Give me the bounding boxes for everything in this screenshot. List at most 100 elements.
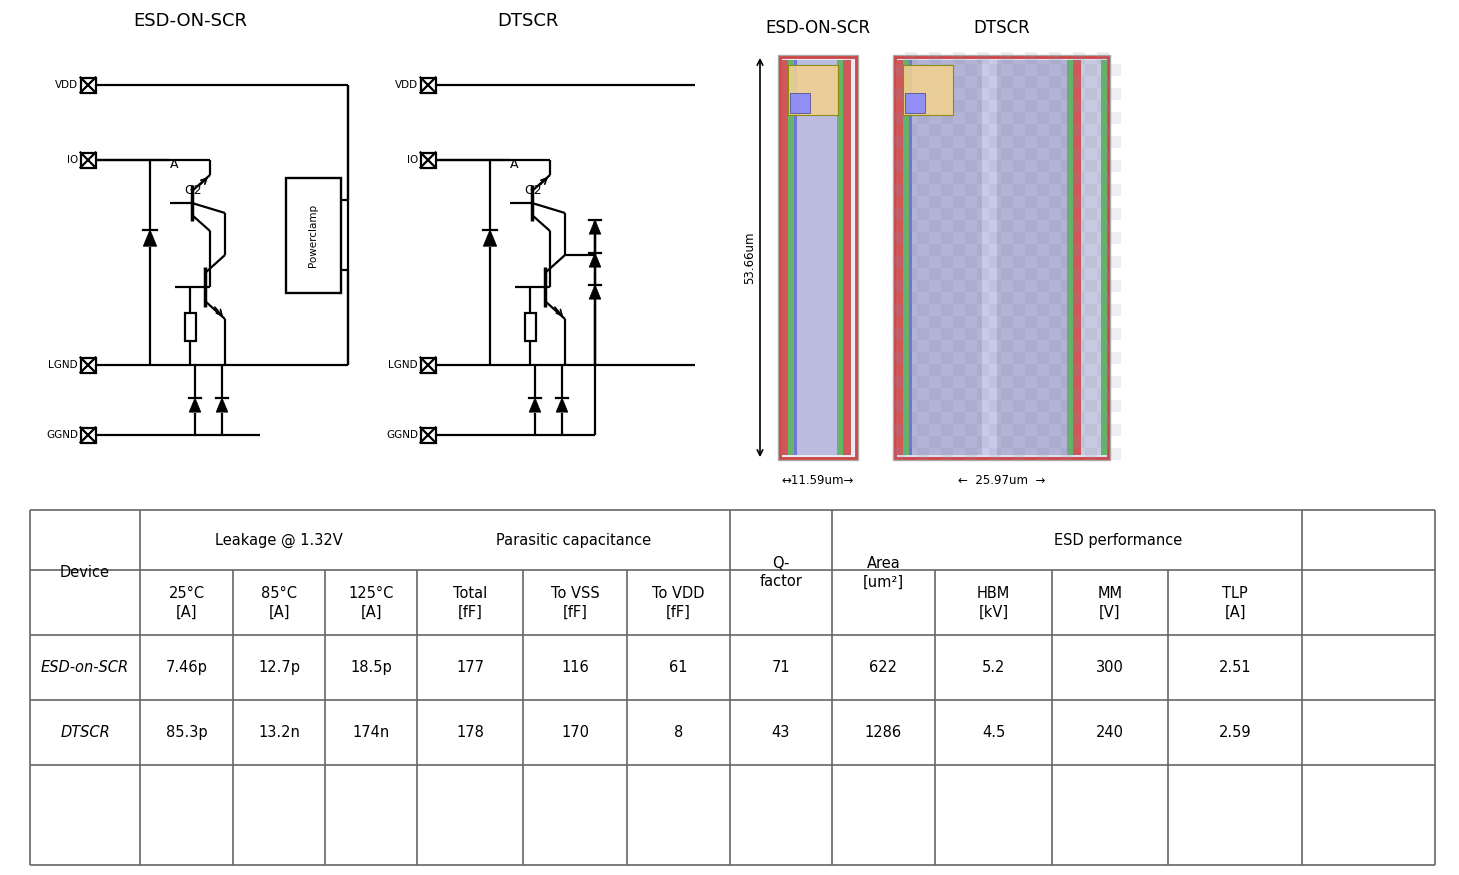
Bar xyxy=(1049,388,1061,400)
Bar xyxy=(905,93,925,113)
Bar xyxy=(1097,148,1109,160)
Bar xyxy=(953,220,964,232)
Bar xyxy=(978,388,989,400)
Text: ←  25.97um  →: ← 25.97um → xyxy=(957,473,1045,487)
Bar xyxy=(929,388,941,400)
Bar xyxy=(918,424,929,436)
Bar xyxy=(1097,388,1109,400)
Bar xyxy=(789,93,810,113)
Bar xyxy=(791,60,794,455)
Bar xyxy=(903,60,906,455)
Bar xyxy=(1072,412,1085,424)
Bar xyxy=(1049,268,1061,280)
Bar xyxy=(964,112,978,124)
Bar xyxy=(1072,436,1085,448)
Bar xyxy=(964,448,978,460)
Bar xyxy=(929,148,941,160)
Bar xyxy=(989,280,1001,292)
Bar xyxy=(1085,160,1097,172)
Bar xyxy=(1049,244,1061,256)
Bar xyxy=(1001,364,1013,376)
Bar xyxy=(1085,88,1097,100)
Bar xyxy=(893,88,905,100)
Bar xyxy=(989,208,1001,220)
Bar xyxy=(1085,208,1097,220)
Bar xyxy=(1085,280,1097,292)
Bar xyxy=(1049,76,1061,88)
Bar xyxy=(905,316,918,328)
Bar xyxy=(941,424,953,436)
Bar xyxy=(941,400,953,412)
Bar xyxy=(1049,412,1061,424)
Bar xyxy=(941,232,953,244)
Bar xyxy=(1013,352,1026,364)
Bar xyxy=(905,364,918,376)
Text: Area
[um²]: Area [um²] xyxy=(862,556,905,589)
Bar xyxy=(941,64,953,76)
Text: 61: 61 xyxy=(670,660,687,675)
Bar xyxy=(929,76,941,88)
Text: 116: 116 xyxy=(562,660,589,675)
Bar xyxy=(941,256,953,268)
Bar xyxy=(1026,244,1037,256)
Bar xyxy=(893,232,905,244)
Bar xyxy=(905,220,918,232)
Bar xyxy=(905,124,918,136)
Bar xyxy=(1085,400,1097,412)
Bar xyxy=(1061,184,1072,196)
Bar xyxy=(918,328,929,340)
Bar xyxy=(1037,304,1049,316)
Text: HBM
[kV]: HBM [kV] xyxy=(978,585,1010,619)
Bar xyxy=(420,78,435,93)
Text: 300: 300 xyxy=(1096,660,1123,675)
Bar xyxy=(1109,352,1121,364)
Bar xyxy=(1049,172,1061,184)
Bar xyxy=(1026,220,1037,232)
Bar xyxy=(788,65,837,115)
Text: 25°C
[A]: 25°C [A] xyxy=(168,585,204,619)
Bar xyxy=(1013,400,1026,412)
Bar xyxy=(1037,352,1049,364)
Bar xyxy=(1037,424,1049,436)
Bar xyxy=(1013,304,1026,316)
Bar xyxy=(1013,184,1026,196)
Bar xyxy=(941,328,953,340)
Bar xyxy=(941,304,953,316)
Bar xyxy=(1049,100,1061,112)
Polygon shape xyxy=(589,285,601,299)
Bar xyxy=(1097,292,1109,304)
Bar xyxy=(1097,436,1109,448)
Bar xyxy=(1026,100,1037,112)
Bar xyxy=(1049,436,1061,448)
Bar xyxy=(781,57,856,458)
Bar xyxy=(929,196,941,208)
Bar xyxy=(989,64,1001,76)
Text: IO: IO xyxy=(407,155,417,165)
Text: 43: 43 xyxy=(772,725,791,740)
Text: MM
[V]: MM [V] xyxy=(1097,585,1122,619)
Bar xyxy=(1001,172,1013,184)
Text: 4.5: 4.5 xyxy=(982,725,1005,740)
Bar xyxy=(964,400,978,412)
Text: A: A xyxy=(511,158,518,171)
Bar xyxy=(1085,352,1097,364)
Bar xyxy=(941,208,953,220)
Bar xyxy=(1085,448,1097,460)
Bar xyxy=(1072,100,1085,112)
Bar xyxy=(794,60,797,455)
Bar xyxy=(1001,196,1013,208)
Bar xyxy=(953,76,964,88)
Bar xyxy=(978,52,989,64)
Bar xyxy=(1085,424,1097,436)
Bar xyxy=(953,52,964,64)
Bar xyxy=(905,412,918,424)
Bar xyxy=(989,184,1001,196)
Bar xyxy=(840,60,843,455)
Text: G2: G2 xyxy=(524,185,541,198)
Bar xyxy=(797,60,837,455)
Bar xyxy=(978,172,989,184)
Polygon shape xyxy=(589,220,601,234)
Bar xyxy=(1072,52,1085,64)
Bar xyxy=(1001,76,1013,88)
Bar xyxy=(1013,88,1026,100)
